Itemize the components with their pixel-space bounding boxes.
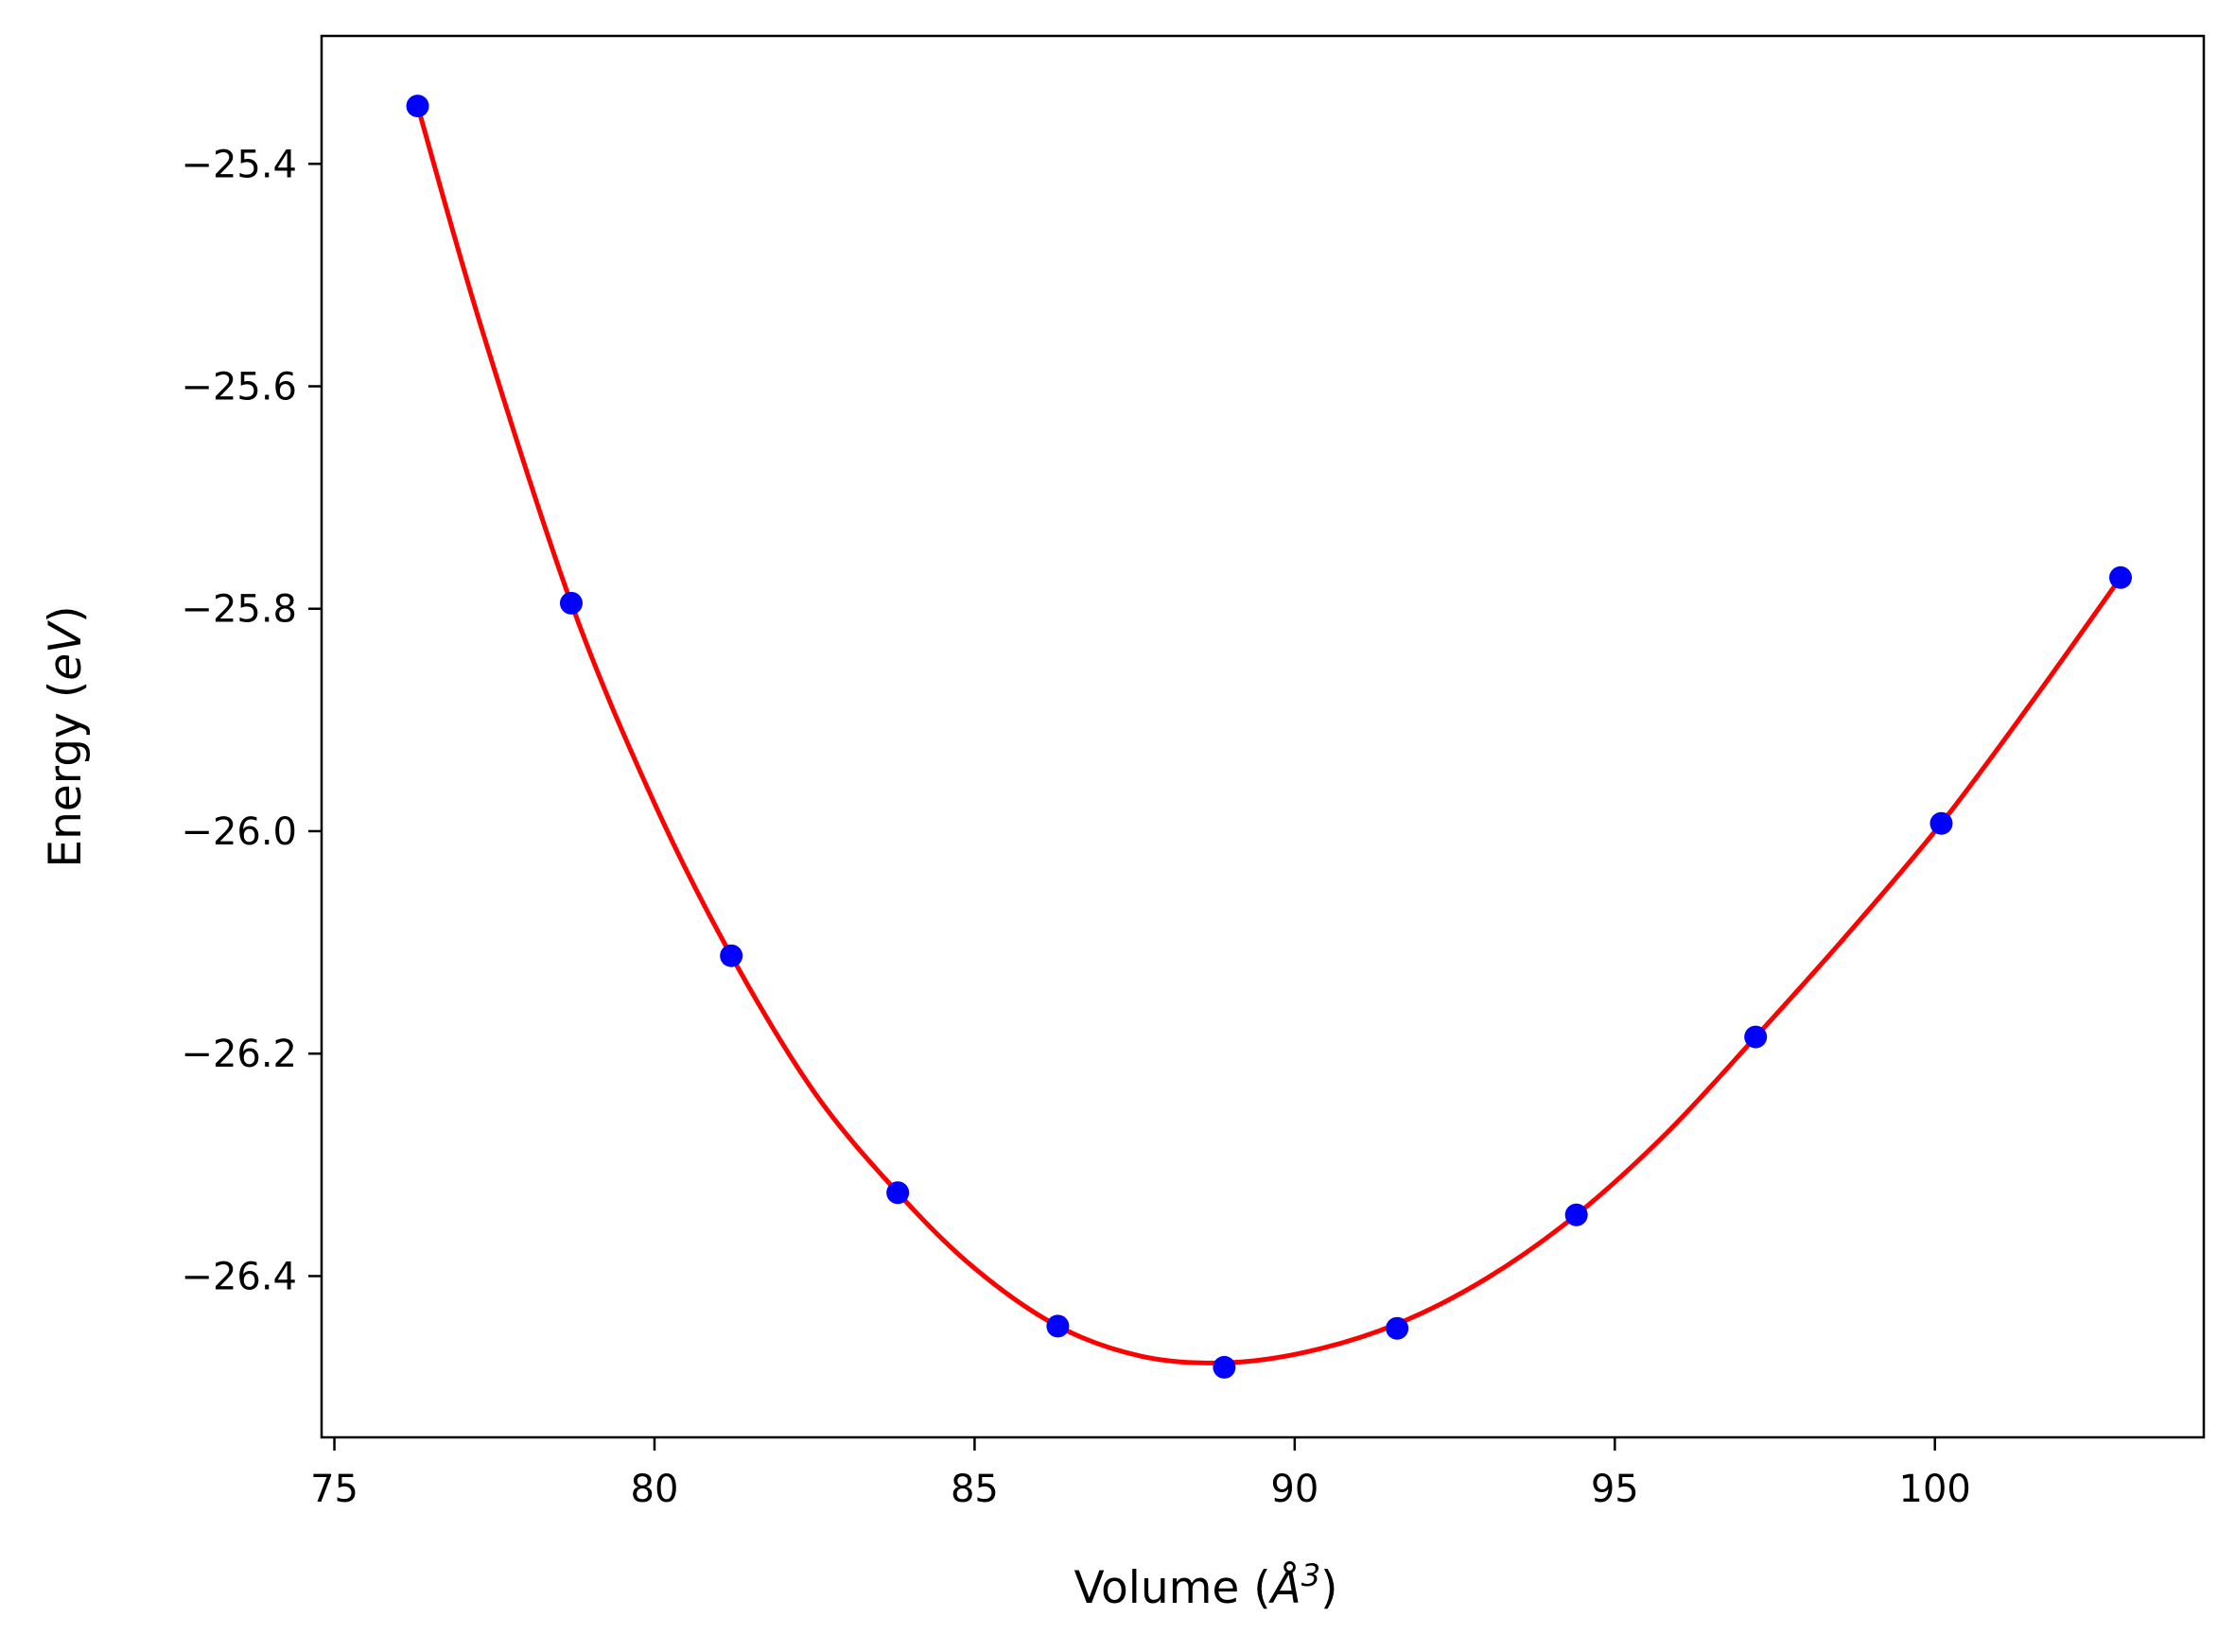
y-axis-label: Energy (eV) bbox=[40, 605, 92, 867]
y-tick-label: −25.8 bbox=[181, 588, 297, 632]
data-point-4 bbox=[1046, 1314, 1070, 1338]
y-axis-ticks: −25.4 −25.6 −25.8 −26.0 −26.2 −26.4 bbox=[181, 143, 322, 1298]
y-tick-label: −26.4 bbox=[181, 1255, 297, 1298]
x-tick-label: 100 bbox=[1899, 1468, 1971, 1511]
data-point-5 bbox=[1213, 1355, 1236, 1379]
x-tick-label: 90 bbox=[1270, 1468, 1318, 1511]
y-tick-label: −26.0 bbox=[181, 810, 297, 854]
data-point-3 bbox=[886, 1181, 910, 1205]
data-point-6 bbox=[1386, 1316, 1409, 1340]
x-tick-label: 95 bbox=[1591, 1468, 1639, 1511]
data-point-10 bbox=[2109, 565, 2133, 589]
data-point-7 bbox=[1564, 1203, 1588, 1226]
x-axis-label: Volume (Å3) bbox=[1074, 1557, 1338, 1614]
data-point-0 bbox=[406, 95, 429, 118]
fit-curve-layer bbox=[415, 105, 2123, 1365]
data-point-9 bbox=[1929, 811, 1953, 835]
x-tick-label: 80 bbox=[631, 1468, 679, 1511]
data-points-layer bbox=[406, 95, 2133, 1379]
fit-curve-line bbox=[415, 105, 2123, 1365]
x-tick-label: 85 bbox=[951, 1468, 999, 1511]
y-tick-label: −25.6 bbox=[181, 366, 297, 409]
plot-area bbox=[322, 36, 2204, 1437]
data-point-2 bbox=[720, 944, 743, 967]
y-tick-label: −25.4 bbox=[181, 143, 297, 186]
x-tick-label: 75 bbox=[310, 1468, 358, 1511]
plot-frame bbox=[320, 34, 2206, 1439]
data-point-8 bbox=[1744, 1025, 1768, 1049]
x-axis-ticks: 75 80 85 90 95 100 bbox=[310, 1437, 1971, 1511]
y-tick-label: −26.2 bbox=[181, 1033, 297, 1076]
data-point-1 bbox=[559, 591, 583, 615]
